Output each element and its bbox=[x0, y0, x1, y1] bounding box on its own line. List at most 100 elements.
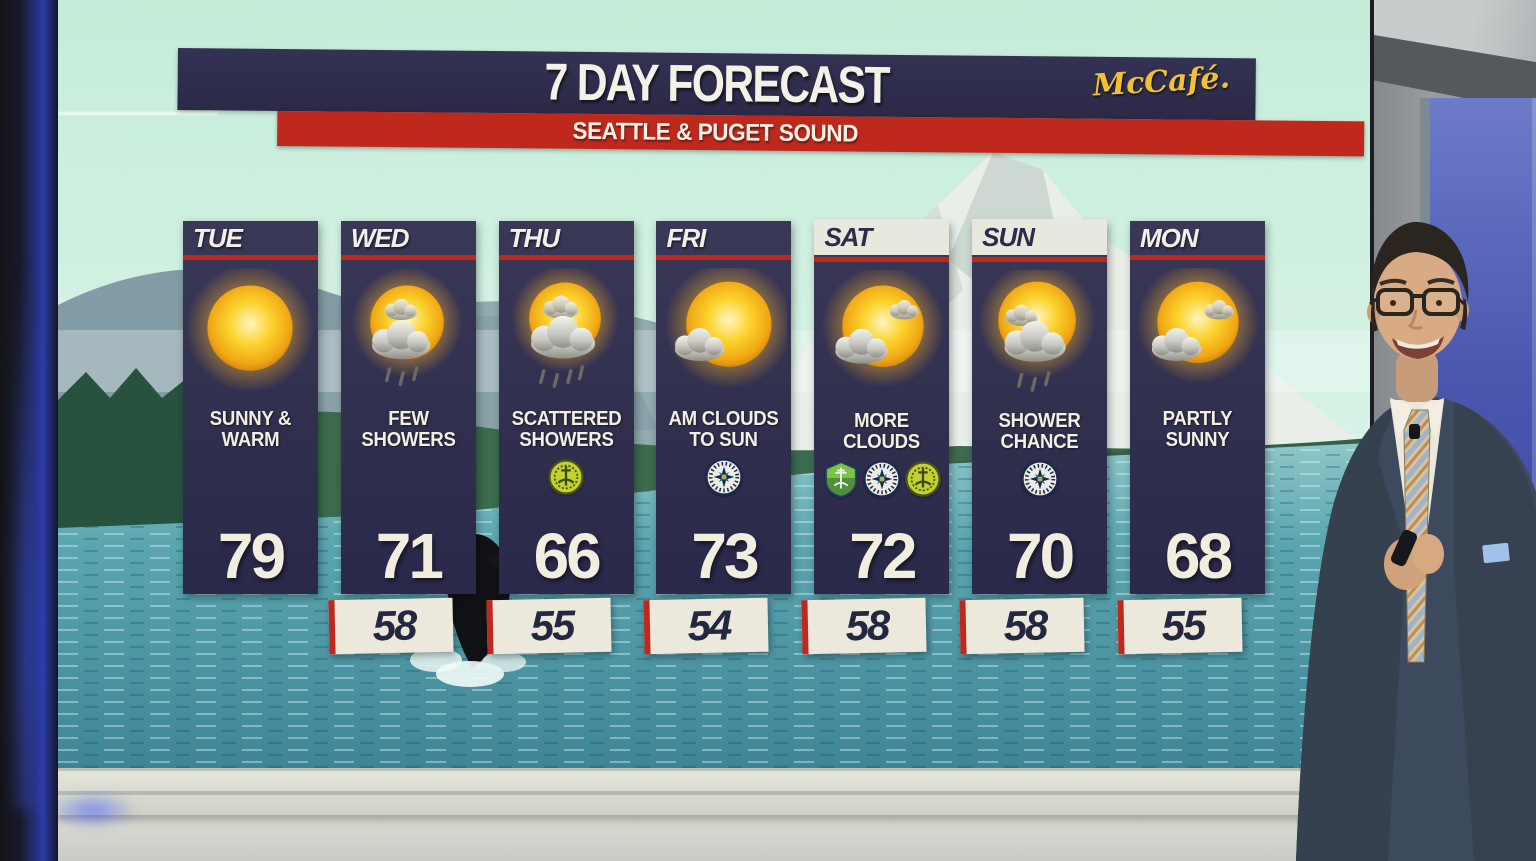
day-label: SAT bbox=[824, 221, 872, 252]
lavalier-mic bbox=[1409, 424, 1420, 439]
low-temp-box: 54 bbox=[643, 597, 770, 655]
mccafe-logo: McCafé. bbox=[1091, 60, 1231, 104]
few-showers-icon bbox=[345, 266, 471, 399]
day-header: MON bbox=[1130, 221, 1265, 255]
clicker-remote bbox=[1390, 529, 1418, 567]
presenter-hands bbox=[1384, 529, 1444, 590]
page-title: 7 DAY FORECAST bbox=[544, 53, 890, 115]
low-temp-box: 58 bbox=[801, 597, 927, 655]
video-wall: 7 DAY FORECAST McCafé. SEATTLE & PUGET S… bbox=[58, 0, 1374, 774]
low-temp: 58 bbox=[845, 601, 890, 650]
day-label: SUN bbox=[982, 221, 1035, 252]
team-logos-row bbox=[183, 456, 318, 502]
high-temp: 68 bbox=[1164, 520, 1233, 593]
team-logos-row bbox=[341, 456, 476, 502]
day-header: FRI bbox=[656, 221, 791, 255]
condition-label: SCATTERED SHOWERS bbox=[511, 408, 622, 451]
day-label: TUE bbox=[193, 222, 243, 253]
title-bar: 7 DAY FORECAST McCafé. bbox=[177, 48, 1256, 121]
condition-label: SUNNY & WARM bbox=[209, 408, 292, 451]
scattered-showers-icon bbox=[503, 264, 629, 399]
low-temp: 58 bbox=[371, 601, 416, 650]
am-clouds-to-sun-icon bbox=[661, 259, 793, 399]
header-divider bbox=[183, 255, 318, 260]
video-wall-plinth bbox=[56, 768, 1374, 815]
high-temp: 79 bbox=[217, 520, 286, 593]
location-subtitle: SEATTLE & PUGET SOUND bbox=[572, 117, 859, 148]
weather-icon-area bbox=[183, 262, 318, 404]
day-header: SUN bbox=[972, 219, 1108, 255]
forecast-board: TUE SUNNY & WARM 79 WED FEW SHOWERS 71 5… bbox=[183, 219, 1265, 655]
header-divider bbox=[498, 255, 634, 260]
pocket-square bbox=[1482, 542, 1510, 564]
day-column-tue: TUE SUNNY & WARM 79 bbox=[183, 221, 318, 594]
day-column-sun: SUN SHOWER CHANCE 70 58 bbox=[959, 219, 1108, 655]
low-temp-box: 58 bbox=[328, 597, 454, 655]
title-banner: 7 DAY FORECAST McCafé. SEATTLE & PUGET S… bbox=[177, 48, 1370, 157]
contrail bbox=[58, 112, 218, 115]
blue-led-floor-glow bbox=[48, 790, 138, 830]
high-temp: 70 bbox=[1007, 520, 1075, 593]
header-divider bbox=[972, 257, 1108, 262]
hair bbox=[1371, 221, 1469, 304]
low-temp: 55 bbox=[1161, 601, 1205, 650]
seattle-mariners-logo bbox=[1020, 459, 1059, 503]
condition-label: PARTLY SUNNY bbox=[1162, 408, 1233, 451]
low-temp: 54 bbox=[687, 601, 732, 650]
weather-icon-area bbox=[499, 262, 634, 404]
header-divider bbox=[340, 255, 476, 260]
partly-sunny-icon bbox=[1134, 260, 1260, 399]
low-temp-box: 58 bbox=[959, 597, 1085, 655]
day-header: TUE bbox=[183, 221, 318, 255]
seattle-storm-logo bbox=[547, 458, 585, 501]
seattle-mariners-logo bbox=[705, 457, 743, 501]
seattle-sounders-logo bbox=[822, 460, 860, 503]
sunny-icon bbox=[185, 263, 314, 399]
condition-label: SHOWER CHANCE bbox=[998, 410, 1081, 453]
team-logos-row bbox=[656, 456, 791, 502]
high-temp: 66 bbox=[533, 520, 602, 593]
weather-presenter bbox=[1296, 221, 1536, 861]
team-logos-row bbox=[1130, 456, 1265, 502]
shower-chance-icon bbox=[977, 261, 1103, 401]
team-logos-row bbox=[972, 458, 1107, 504]
day-column-fri: FRI AM CLOUDS TO SUN 73 54 bbox=[643, 221, 793, 655]
weather-icon-area bbox=[972, 261, 1107, 406]
day-column-wed: WED FEW SHOWERS 71 58 bbox=[328, 221, 476, 655]
condition-label: MORE CLOUDS bbox=[843, 410, 921, 453]
day-column-sat: SAT MORE CLOUDS 72 58 bbox=[801, 219, 950, 655]
team-logos-row bbox=[499, 456, 634, 502]
weather-icon-area bbox=[814, 264, 949, 406]
striped-tie bbox=[1403, 409, 1431, 663]
weather-icon-area bbox=[341, 262, 476, 404]
day-label: WED bbox=[350, 222, 410, 253]
day-column-mon: MON PARTLY SUNNY 68 55 bbox=[1117, 221, 1265, 655]
header-divider bbox=[656, 255, 792, 260]
day-column-thu: THU SCATTERED SHOWERS 66 55 bbox=[486, 221, 634, 655]
weather-icon-area bbox=[1130, 260, 1265, 404]
day-label: FRI bbox=[666, 222, 706, 253]
studio-left-wall bbox=[0, 0, 58, 861]
low-temp-box: 55 bbox=[486, 597, 612, 655]
more-clouds-icon bbox=[819, 264, 945, 401]
condition-label: AM CLOUDS TO SUN bbox=[668, 408, 780, 451]
weather-icon-area bbox=[656, 259, 793, 404]
day-label: THU bbox=[508, 222, 560, 253]
day-header: SAT bbox=[814, 219, 950, 255]
header-divider bbox=[1129, 255, 1265, 260]
face bbox=[1374, 249, 1462, 359]
high-temp: 73 bbox=[691, 520, 759, 593]
low-temp-box: 55 bbox=[1117, 597, 1243, 655]
high-temp: 72 bbox=[849, 520, 917, 593]
low-temp: 58 bbox=[1003, 601, 1047, 650]
team-logos-row bbox=[814, 458, 949, 504]
low-temp: 55 bbox=[529, 601, 574, 650]
day-header: WED bbox=[341, 221, 476, 255]
condition-label: FEW SHOWERS bbox=[361, 408, 456, 451]
seattle-storm-logo bbox=[904, 460, 942, 503]
header-divider bbox=[814, 257, 950, 262]
high-temp: 71 bbox=[375, 520, 444, 593]
seattle-mariners-logo bbox=[863, 459, 901, 503]
day-header: THU bbox=[499, 221, 634, 255]
